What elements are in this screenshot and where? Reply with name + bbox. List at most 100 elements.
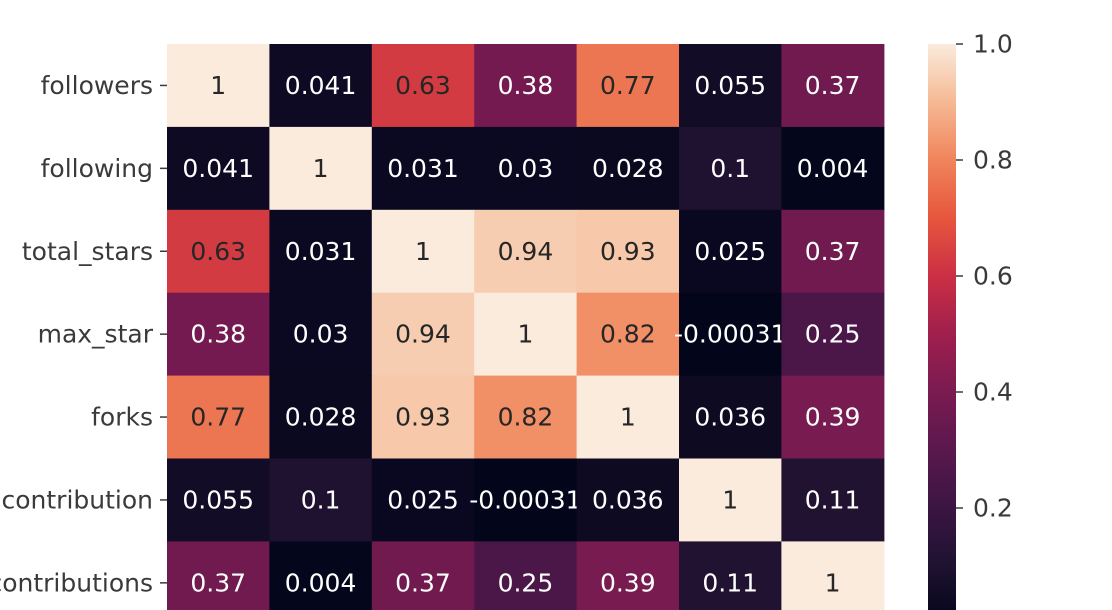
heatmap-cell	[269, 126, 373, 211]
cell-value-label: 0.004	[797, 154, 869, 183]
heatmap-cell	[576, 209, 680, 294]
cell-value-label: 1	[313, 154, 329, 183]
cell-value-label: 0.1	[710, 154, 750, 183]
heatmap-cell	[167, 44, 270, 128]
heatmap-cell	[679, 126, 782, 211]
heatmap-cell	[371, 209, 475, 294]
cell-value-label: 0.031	[285, 237, 357, 266]
cell-value-label: 1	[825, 568, 841, 597]
heatmap-cell	[781, 44, 885, 128]
cell-value-label: 0.041	[285, 71, 357, 100]
heatmap-cell	[371, 458, 475, 542]
heatmap-cell	[167, 209, 270, 294]
cell-value-label: 0.025	[387, 485, 459, 514]
heatmap-cell	[679, 44, 782, 128]
row-label: followers	[41, 71, 153, 100]
cell-value-label: 0.77	[190, 403, 246, 432]
cell-value-label: 1	[415, 237, 431, 266]
cell-value-label: 1	[210, 71, 226, 100]
heatmap-cell	[474, 126, 578, 211]
cell-value-label: 0.11	[805, 485, 861, 514]
cell-value-label: 0.055	[694, 71, 766, 100]
heatmap-cell	[781, 375, 885, 460]
cell-value-label: 0.39	[600, 568, 656, 597]
heatmap-cell	[269, 44, 373, 128]
colorbar-gradient	[928, 44, 956, 610]
cell-value-label: 0.82	[498, 403, 554, 432]
cell-value-label: 0.03	[293, 320, 349, 349]
heatmap-cell	[474, 541, 578, 610]
cell-value-label: -0.00031	[674, 320, 786, 349]
heatmap-cell	[474, 375, 578, 460]
cell-value-label: 0.028	[285, 403, 357, 432]
heatmap-cell	[576, 292, 680, 377]
colorbar-tick-label: 0.8	[973, 146, 1013, 175]
colorbar-tick-label: 0.4	[973, 378, 1013, 407]
cell-value-label: 0.031	[387, 154, 459, 183]
heatmap-cell	[576, 375, 680, 460]
row-label: forks	[91, 403, 153, 432]
colorbar-tick-label: 1.0	[973, 30, 1013, 59]
heatmap-cell	[576, 44, 680, 128]
heatmap-cell	[576, 541, 680, 610]
colorbar-tick-label: 0.2	[973, 494, 1013, 523]
cell-value-label: 0.37	[805, 237, 861, 266]
cell-value-label: 0.25	[805, 320, 861, 349]
cell-value-label: 0.63	[190, 237, 246, 266]
heatmap-cell	[474, 292, 578, 377]
heatmap-cell	[269, 458, 373, 542]
cell-value-label: 0.041	[182, 154, 254, 183]
heatmap-cell	[167, 541, 270, 610]
heatmap-cell	[371, 292, 475, 377]
heatmap-cell	[576, 126, 680, 211]
heatmap-cell	[167, 126, 270, 211]
heatmap-cell	[474, 458, 578, 542]
heatmap-cell	[371, 44, 475, 128]
cell-value-label: 0.036	[694, 403, 766, 432]
heatmap-cell	[371, 541, 475, 610]
cell-value-label: 0.93	[600, 237, 656, 266]
heatmap-cell	[371, 375, 475, 460]
row-label: max_star	[38, 320, 154, 349]
cell-value-label: 0.37	[805, 71, 861, 100]
cell-value-label: 0.25	[498, 568, 554, 597]
row-label: contribution	[1, 485, 153, 514]
cell-value-label: 0.94	[395, 320, 451, 349]
cell-value-label: 0.055	[182, 485, 254, 514]
colorbar: 0.2 0.4 0.6 0.8 1.0	[928, 30, 1013, 610]
cell-value-label: 0.38	[190, 320, 246, 349]
heatmap-cell	[679, 292, 782, 377]
cell-value-label: 1	[722, 485, 738, 514]
cell-value-label: 0.028	[592, 154, 664, 183]
heatmap-cell	[576, 458, 680, 542]
cell-value-label: 0.39	[805, 403, 861, 432]
cell-value-label: 0.11	[702, 568, 758, 597]
cell-value-label: 0.37	[395, 568, 451, 597]
cell-value-label: 0.036	[592, 485, 664, 514]
heatmap-cell	[781, 541, 885, 610]
heatmap-cell	[269, 292, 373, 377]
cell-value-label: 0.63	[395, 71, 451, 100]
heatmap-cell	[781, 126, 885, 211]
colorbar-ticks: 0.2 0.4 0.6 0.8 1.0	[956, 30, 1013, 523]
cell-value-label: -0.00031	[469, 485, 581, 514]
cell-value-label: 0.025	[694, 237, 766, 266]
cell-value-label: 0.82	[600, 320, 656, 349]
heatmap-cell	[781, 209, 885, 294]
heatmap-cell	[269, 375, 373, 460]
cell-value-label: 1	[517, 320, 533, 349]
heatmap-cell	[371, 126, 475, 211]
cell-value-label: 0.38	[498, 71, 554, 100]
heatmap-cell	[269, 209, 373, 294]
cell-value-label: 0.77	[600, 71, 656, 100]
heatmap-cell	[167, 375, 270, 460]
heatmap-cell	[167, 458, 270, 542]
cell-value-label: 0.94	[498, 237, 554, 266]
heatmap-cell	[474, 44, 578, 128]
row-labels: followers following total_stars max_starfor…	[0, 71, 167, 597]
cell-value-label: 0.03	[498, 154, 554, 183]
row-label: total_stars	[22, 237, 153, 266]
heatmap-cells: 1 0.041 0.63 0.38 0.77 0.055 0.370.041 1 0.031 0.…	[167, 44, 885, 610]
cell-value-label: 1	[620, 403, 636, 432]
